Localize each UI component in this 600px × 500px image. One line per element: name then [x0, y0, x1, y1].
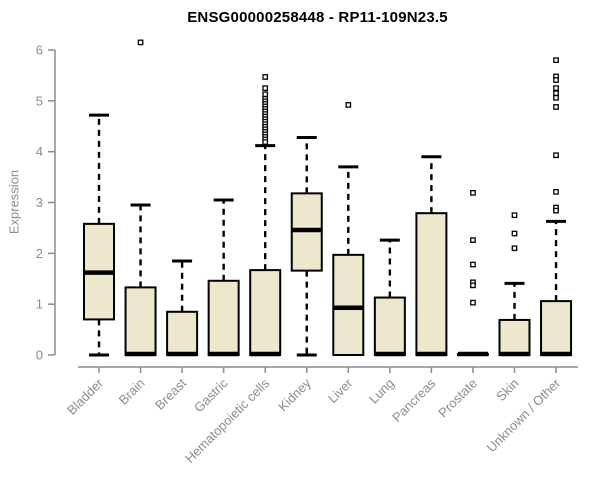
box-plot-breast: [166, 259, 199, 357]
outlier-point: [511, 230, 518, 237]
y-tick-label: 1: [36, 297, 43, 312]
x-tick-label-gastric: Gastric: [191, 375, 231, 415]
box-plot-bladder: [83, 113, 115, 357]
y-tick-label: 3: [36, 195, 43, 210]
outlier-point: [262, 85, 269, 91]
outlier-point: [470, 237, 476, 243]
x-tick-label-brain: Brain: [116, 376, 148, 408]
box-plot-lung: [373, 238, 406, 357]
outlier-point: [553, 90, 559, 97]
box-plot-liver: [332, 102, 365, 356]
axes: [48, 49, 578, 373]
outlier-point: [553, 77, 559, 83]
outlier-point: [553, 104, 559, 110]
y-tick-label: 5: [36, 93, 43, 108]
x-tick-label-liver: Liver: [325, 375, 356, 406]
x-tick-label-bladder: Bladder: [64, 375, 107, 418]
outlier-point: [553, 152, 559, 159]
y-tick-label: 2: [36, 246, 43, 261]
chart-title: ENSG00000258448 - RP11-109N23.5: [187, 9, 448, 26]
outlier-point: [553, 188, 559, 195]
x-tick-label-prostate: Prostate: [435, 376, 480, 421]
y-tick-label: 6: [36, 43, 43, 58]
iqr-box: [415, 212, 448, 356]
box-plot-pancreas: [415, 155, 448, 357]
outlier-point: [262, 91, 269, 98]
outlier-point: [470, 299, 476, 306]
outlier-point: [470, 190, 476, 196]
outlier-point: [553, 85, 559, 91]
box-plot-kidney: [290, 135, 323, 357]
outlier-point: [262, 74, 269, 80]
iqr-box: [166, 310, 199, 356]
y-tick-label: 0: [36, 348, 43, 363]
box-plot-brain: [124, 39, 157, 357]
outlier-point: [553, 207, 559, 214]
box-plot-hematopoietic-cells: [249, 74, 282, 357]
x-tick-label-unknown-other: Unknown / Other: [484, 375, 564, 455]
box-plot-gastric: [207, 198, 240, 357]
iqr-box: [373, 296, 406, 357]
outlier-point: [511, 212, 518, 219]
y-tick-label: 4: [36, 144, 43, 159]
y-tick-labels: 0 1 2 3 4 5 6: [36, 43, 43, 363]
iqr-box: [540, 300, 573, 357]
outlier-point: [553, 94, 559, 101]
x-tick-label-breast: Breast: [152, 375, 189, 412]
iqr-box: [249, 269, 282, 356]
iqr-box: [124, 286, 157, 356]
x-tick-label-kidney: Kidney: [275, 375, 314, 414]
iqr-box: [207, 279, 240, 357]
outlier-point: [511, 245, 518, 252]
outlier-point: [345, 102, 352, 108]
x-tick-label-lung: Lung: [366, 376, 397, 407]
iqr-box: [498, 318, 531, 357]
outlier-point: [137, 39, 144, 46]
x-tick-label-pancreas: Pancreas: [389, 375, 439, 425]
box-plot-unknown-other: [540, 57, 573, 357]
outlier-point: [470, 282, 476, 289]
box-plot-prostate: [456, 190, 489, 357]
outlier-point: [470, 261, 476, 268]
outlier-point: [262, 139, 269, 145]
x-tick-label-skin: Skin: [493, 376, 521, 404]
iqr-box: [332, 253, 365, 356]
box-plot-skin: [498, 212, 531, 357]
outlier-point: [553, 57, 559, 64]
